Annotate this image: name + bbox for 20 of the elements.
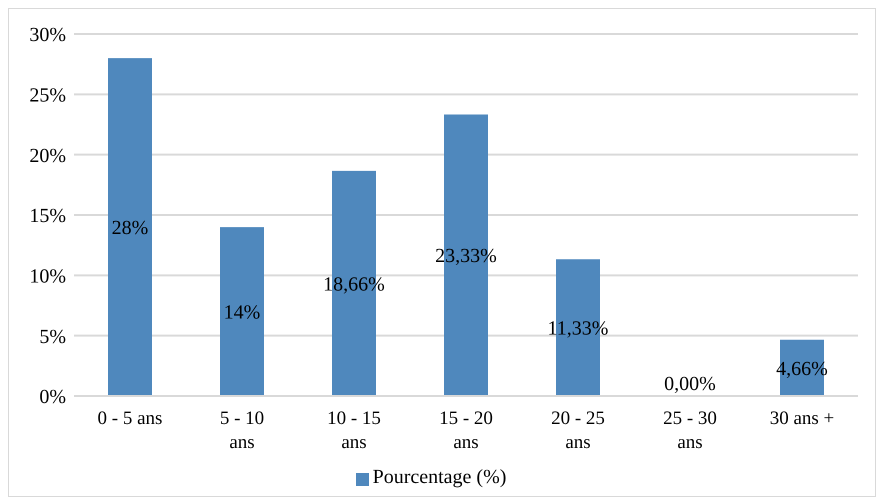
x-tick-label: 20 - 25 ans bbox=[551, 408, 605, 453]
data-label: 14% bbox=[224, 302, 260, 324]
x-tick-label: 15 - 20 ans bbox=[439, 408, 493, 453]
x-tick-label: 10 - 15 ans bbox=[327, 408, 381, 453]
x-tick-label: 30 ans + bbox=[770, 408, 834, 429]
data-label: 28% bbox=[112, 217, 148, 240]
legend-label: Pourcentage (%) bbox=[372, 466, 506, 488]
y-tick-label: 30% bbox=[29, 24, 66, 46]
x-tick-label: 25 - 30 ans bbox=[663, 408, 717, 453]
y-tick-label: 25% bbox=[29, 84, 66, 106]
y-tick-label: 5% bbox=[39, 326, 66, 348]
data-label: 0,00% bbox=[664, 373, 716, 395]
bar bbox=[108, 58, 152, 396]
y-tick-label: 15% bbox=[29, 205, 66, 228]
y-tick-label: 10% bbox=[29, 265, 66, 288]
y-tick-label: 0% bbox=[39, 386, 66, 408]
y-tick-label: 20% bbox=[29, 144, 66, 167]
bar bbox=[220, 227, 264, 396]
x-tick-label: 0 - 5 ans bbox=[98, 408, 162, 429]
x-tick-label: 5 - 10 ans bbox=[220, 408, 264, 453]
